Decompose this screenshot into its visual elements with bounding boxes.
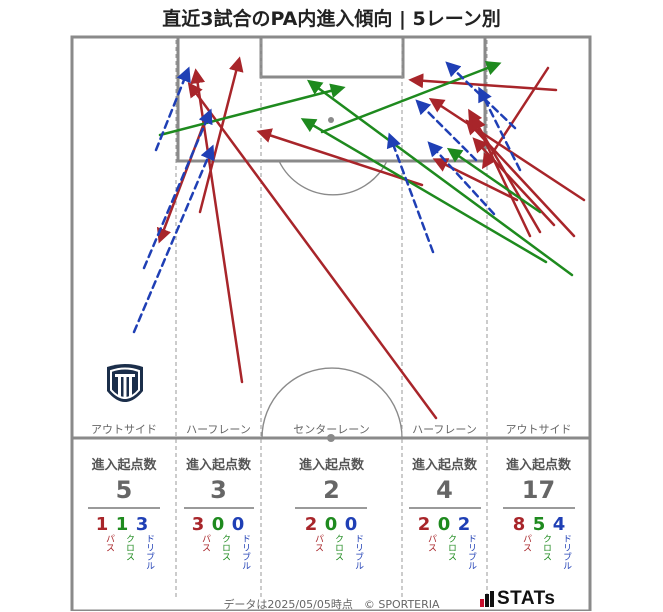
lane-stat-total: 4 (436, 476, 453, 504)
pass-arrow (472, 114, 532, 238)
lane-dribble-count: 2 ドリブル (457, 514, 476, 570)
lane-pass-count: 2 パス (304, 514, 323, 552)
lane-stat-total: 17 (521, 476, 556, 504)
footer-credit: データは2025/05/05時点 © SPORTERIA (223, 598, 440, 611)
dribble-arrow (415, 99, 478, 162)
penalty-arc (278, 160, 388, 196)
dribble-arrow (386, 132, 435, 254)
pass-arrow (256, 128, 424, 187)
cross-arrow (158, 83, 346, 137)
lane-cross-count: 0 クロス (437, 514, 456, 561)
pass-arrow (187, 81, 438, 420)
page-title: 直近3試合のPA内進入傾向 | 5レーン別 (162, 8, 501, 30)
team-crest-icon (107, 364, 143, 402)
cross-arrow (300, 118, 548, 264)
center-circle (261, 367, 403, 439)
lane-cross-count: 0 クロス (211, 514, 230, 561)
lane-stat-divider (88, 507, 160, 509)
lane-stat-total: 3 (210, 476, 227, 504)
lane-stat-total: 5 (115, 476, 133, 504)
entry-arrows (132, 56, 586, 420)
lane-dribble-count: 3 ドリブル (135, 514, 154, 570)
lane-dribble-count: 4 ドリブル (552, 514, 571, 570)
lane-pass-count: 1 パス (95, 514, 114, 552)
lane-dribble-count: 0 ドリブル (231, 514, 250, 570)
lane-stat-header: 進入起点数 (185, 458, 251, 473)
lane-label-outside-left: アウトサイド (91, 423, 157, 436)
lane-label-outside-right: アウトサイド (505, 423, 572, 436)
dribble-arrow (132, 144, 215, 334)
pass-arrow (472, 137, 556, 227)
pass-arrow (198, 56, 244, 214)
goal-area (259, 35, 405, 79)
lane-stat-header: 進入起点数 (411, 458, 477, 473)
lane-stat-divider (184, 507, 254, 509)
dribble-arrow (154, 66, 191, 152)
lane-cross-count: 5 クロス (532, 514, 551, 561)
dribble-arrow (142, 108, 213, 270)
lane-cross-count: 0 クロス (324, 514, 343, 561)
lane-label-half-left: ハーフレーン (186, 423, 251, 436)
lane-stat-total: 2 (323, 476, 340, 504)
dribble-arrow (478, 86, 522, 172)
lane-pass-count: 2 パス (417, 514, 436, 552)
lane-stat-header: 進入起点数 (91, 458, 157, 473)
lane-stat-divider (503, 507, 575, 509)
dribble-arrow (445, 61, 517, 130)
brand-name: STATs (497, 588, 556, 609)
lane-cross-count: 1 クロス (115, 514, 134, 561)
lane-label-center: センターレーン (293, 423, 370, 436)
cross-arrow (446, 147, 542, 214)
lane-pass-count: 8 パス (512, 514, 531, 552)
dribble-arrow (427, 141, 496, 216)
lane-pass-count: 3 パス (191, 514, 210, 552)
cross-arrow (306, 79, 574, 277)
pass-arrow (428, 97, 586, 202)
center-spot (327, 434, 335, 442)
penalty-spot (328, 117, 334, 123)
lane-stat-divider (409, 507, 481, 509)
lane-stat-divider (295, 507, 367, 509)
lane-stat-header: 進入起点数 (298, 458, 364, 473)
pass-arrow (408, 73, 558, 92)
stats-logo-icon (480, 591, 494, 607)
lane-dribble-count: 0 ドリブル (344, 514, 363, 570)
lane-label-half-right: ハーフレーン (412, 423, 477, 436)
cross-arrow (320, 61, 502, 134)
lane-stat-header: 進入起点数 (505, 458, 571, 473)
